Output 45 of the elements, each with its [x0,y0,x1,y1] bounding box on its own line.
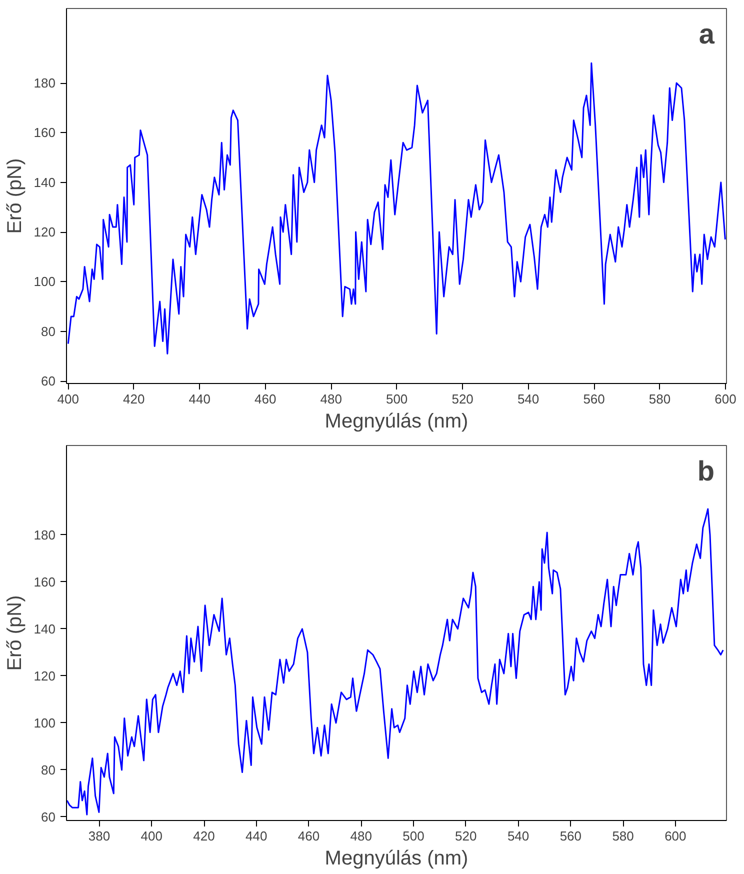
y-tick-label: 80 [41,324,56,339]
x-tick-label: 480 [350,828,372,844]
x-tick-label: 580 [612,828,634,844]
x-tick-label: 380 [88,828,110,844]
x-axis-title: Megnyúlás (nm) [324,848,468,870]
line-series [66,508,724,816]
x-tick-label: 540 [517,392,540,406]
y-tick-label: 120 [34,668,56,684]
x-tick-label: 460 [298,828,320,844]
y-tick-label: 140 [34,621,56,636]
line-series [67,62,726,354]
x-tick-label: 420 [193,828,215,844]
y-tick-label: 100 [34,715,56,730]
annotation: b [697,456,715,486]
y-tick-label: 180 [34,76,56,91]
x-tick-label: 500 [402,828,424,844]
x-tick-label: 560 [560,828,582,844]
y-tick-label: 60 [41,809,56,824]
x-tick-label: 600 [714,392,736,406]
y-tick-label: 160 [34,125,56,140]
x-tick-label: 420 [123,392,145,406]
x-tick-label: 440 [188,392,210,406]
x-tick-label: 560 [583,392,605,406]
y-tick-label: 180 [34,527,56,542]
x-tick-label: 400 [140,828,162,844]
y-tick-label: 100 [34,274,56,290]
x-tick-label: 440 [246,828,268,844]
y-axis-title: Erő (pN) [4,595,26,671]
x-tick-label: 580 [648,392,671,406]
x-tick-label: 600 [664,828,686,844]
y-tick-label: 80 [41,762,56,778]
x-tick-label: 480 [320,392,342,406]
y-tick-label: 60 [41,374,56,389]
x-tick-label: 500 [386,392,408,406]
x-tick-label: 520 [455,828,477,844]
annotation: a [698,18,715,50]
x-tick-label: 540 [507,828,530,844]
y-tick-label: 140 [34,174,56,190]
x-tick-label: 460 [254,392,276,406]
y-tick-label: 120 [34,224,56,240]
y-tick-label: 160 [34,574,56,590]
x-axis-title: Megnyúlás (nm) [324,410,468,432]
y-axis-title: Erő (pN) [4,158,26,234]
x-tick-label: 400 [57,392,79,406]
x-tick-label: 520 [452,392,474,406]
